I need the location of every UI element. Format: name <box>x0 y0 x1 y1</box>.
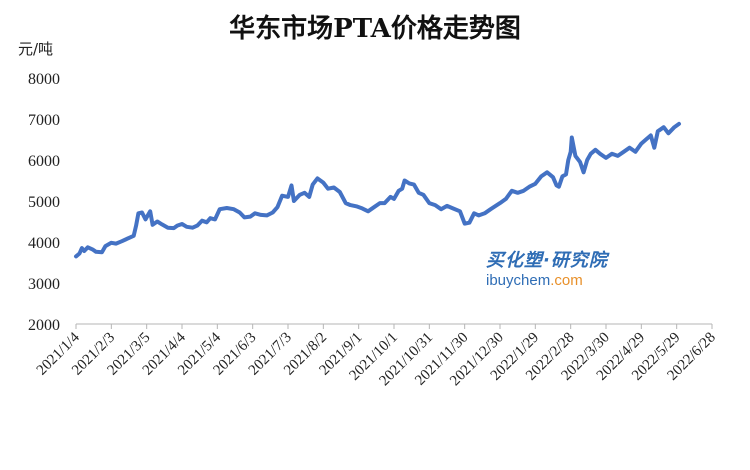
watermark-brand-logo: 买化塑·研究院 <box>486 250 608 271</box>
watermark-site-url: ibuychem.com <box>486 272 583 289</box>
watermark-site-tld: .com <box>550 272 583 289</box>
y-tick-label: 8000 <box>28 71 60 88</box>
chart-title: 华东市场PTA价格走势图 <box>229 14 521 44</box>
y-tick-label: 7000 <box>28 112 60 129</box>
y-tick-label: 3000 <box>28 276 60 293</box>
watermark-site-main: ibuychem <box>486 272 551 289</box>
y-axis-unit-label: 元/吨 <box>18 40 54 58</box>
series-line-pta-price <box>74 121 681 259</box>
y-tick-label: 4000 <box>28 235 60 252</box>
y-tick-label: 5000 <box>28 194 60 211</box>
y-tick-label: 6000 <box>28 153 60 170</box>
y-tick-label: 2000 <box>28 317 60 334</box>
x-axis: 2021/1/42021/2/32021/3/52021/4/42021/5/4… <box>34 323 719 389</box>
y-axis-ticks: 2000 3000 4000 5000 6000 7000 8000 <box>28 71 60 334</box>
